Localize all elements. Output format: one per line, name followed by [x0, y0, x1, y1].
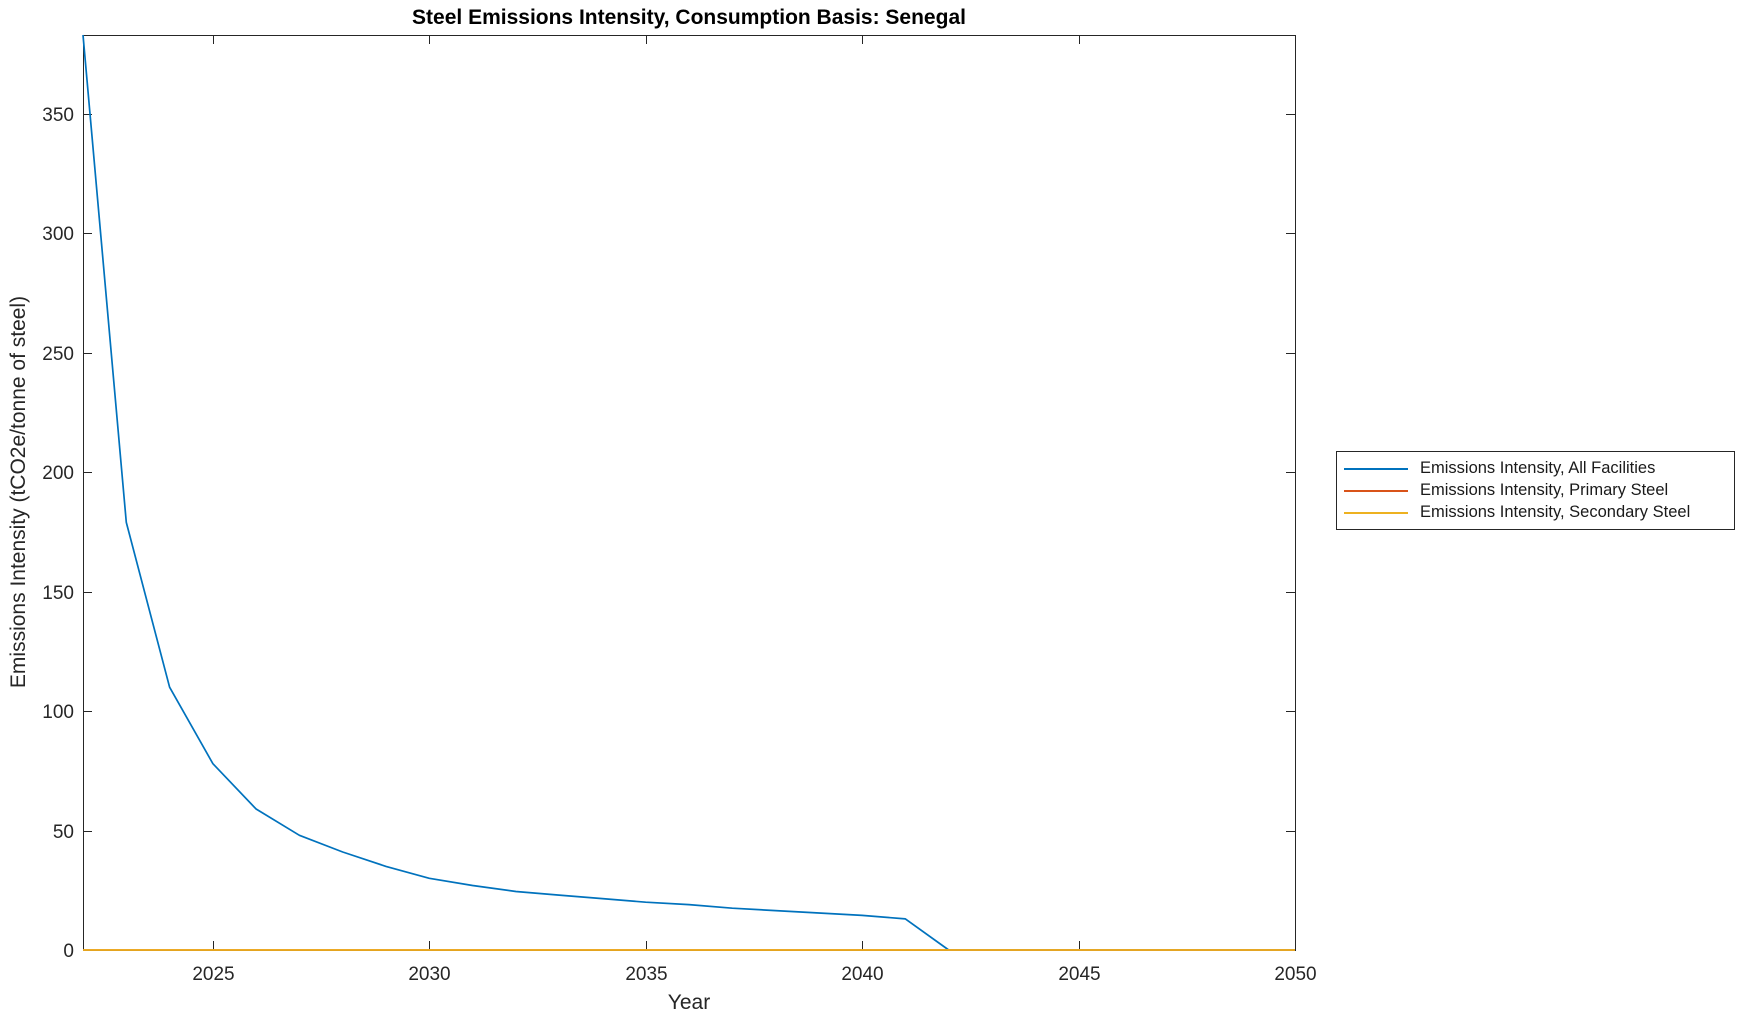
- y-tick-label: 100: [42, 702, 74, 723]
- x-axis-label: Year: [667, 991, 711, 1014]
- y-tick-label: 350: [42, 105, 74, 126]
- y-tick-label: 250: [42, 344, 74, 365]
- x-tick-label: 2035: [625, 964, 667, 985]
- y-axis-label: Emissions Intensity (tCO2e/tonne of stee…: [7, 295, 30, 689]
- legend-label: Emissions Intensity, All Facilities: [1420, 459, 1656, 477]
- legend-line-sample-secondary-steel: [1344, 511, 1408, 514]
- x-tick-label: 2040: [841, 964, 883, 985]
- legend-item-primary-steel: Emissions Intensity, Primary Steel: [1337, 480, 1734, 502]
- y-tick-label: 150: [42, 583, 74, 604]
- x-tick-label: 2030: [408, 964, 450, 985]
- legend-line-sample-all-facilities: [1344, 467, 1408, 470]
- legend-item-all-facilities: Emissions Intensity, All Facilities: [1337, 458, 1734, 480]
- series-line-0: [82, 34, 1295, 951]
- legend-line-sample-primary-steel: [1344, 489, 1408, 492]
- x-tick-label: 2045: [1058, 964, 1100, 985]
- x-tick-label: 2050: [1274, 964, 1316, 985]
- legend-label: Emissions Intensity, Primary Steel: [1420, 481, 1669, 499]
- x-tick-label: 2025: [192, 964, 234, 985]
- legend: Emissions Intensity, All Facilities Emis…: [1336, 451, 1735, 530]
- y-tick-label: 0: [63, 941, 74, 962]
- y-tick-label: 200: [42, 463, 74, 484]
- chart-title: Steel Emissions Intensity, Consumption B…: [412, 6, 966, 29]
- legend-label: Emissions Intensity, Secondary Steel: [1420, 503, 1691, 521]
- plot-border: [83, 35, 1296, 951]
- y-tick-label: 50: [53, 822, 74, 843]
- y-tick-label: 300: [42, 224, 74, 245]
- legend-item-secondary-steel: Emissions Intensity, Secondary Steel: [1337, 502, 1734, 524]
